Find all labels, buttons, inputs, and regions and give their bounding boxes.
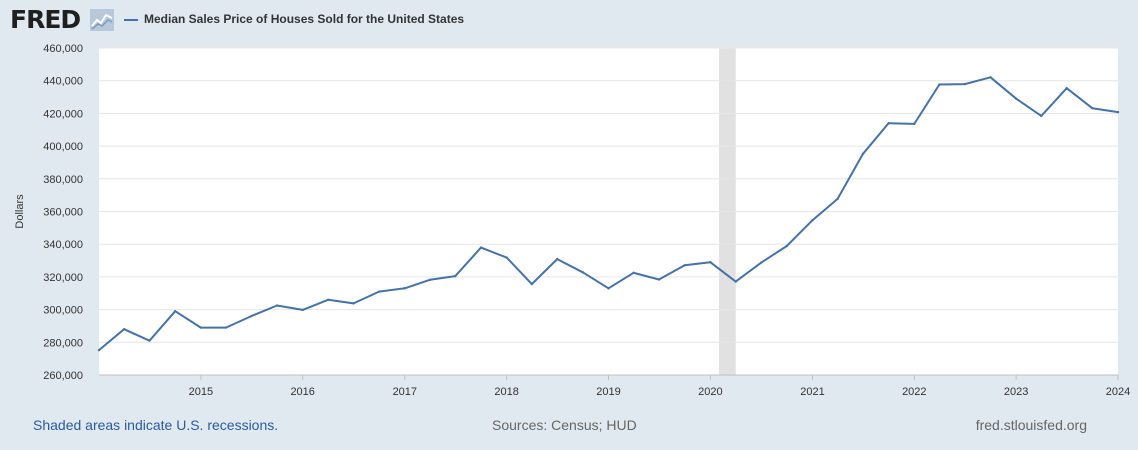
data-point	[250, 314, 253, 318]
data-point	[173, 310, 177, 313]
x-tick-label: 2020	[698, 386, 722, 398]
chart-header: FRED Median Sales Price of Houses Sold f…	[0, 0, 1138, 40]
data-point	[709, 260, 712, 264]
data-point	[963, 82, 967, 86]
y-axis-label: Dollars	[14, 194, 26, 229]
data-point	[581, 271, 585, 274]
data-point	[530, 282, 533, 286]
x-tick-label: 2019	[596, 386, 620, 398]
x-tick-label: 2023	[1004, 386, 1028, 398]
x-tick-label: 2017	[393, 386, 417, 398]
data-point	[657, 278, 661, 281]
data-point	[734, 280, 737, 283]
fred-graph-icon	[90, 9, 114, 31]
fred-logo[interactable]: FRED	[10, 5, 81, 34]
data-point	[989, 76, 992, 79]
x-tick-label: 2016	[290, 386, 314, 398]
data-point	[1116, 110, 1120, 114]
data-point	[1091, 106, 1094, 110]
y-tick-label: 260,000	[43, 370, 83, 382]
data-point	[301, 308, 304, 312]
x-tick-label: 2024	[1106, 386, 1130, 398]
data-point	[759, 261, 763, 264]
data-point	[275, 304, 279, 307]
x-tick-label: 2021	[800, 386, 824, 398]
data-point	[326, 298, 330, 301]
y-tick-label: 320,000	[43, 272, 83, 284]
data-point	[403, 287, 407, 290]
data-point	[1040, 114, 1043, 118]
x-tick-label: 2015	[189, 386, 213, 398]
y-tick-label: 460,000	[43, 43, 83, 55]
data-point	[913, 122, 916, 126]
y-tick-label: 440,000	[43, 76, 83, 88]
data-point	[352, 302, 355, 305]
data-point	[505, 256, 508, 259]
y-tick-label: 420,000	[43, 108, 83, 120]
data-point	[428, 278, 432, 282]
y-tick-label: 400,000	[43, 141, 83, 153]
y-tick-label: 360,000	[43, 207, 83, 219]
data-point	[607, 287, 610, 290]
recession-note: Shaded areas indicate U.S. recessions.	[33, 417, 279, 433]
data-point	[887, 122, 890, 125]
data-point	[861, 152, 865, 155]
data-point	[1065, 87, 1068, 90]
data-point	[97, 348, 101, 352]
data-point	[811, 218, 814, 222]
data-point	[632, 271, 635, 275]
series-points	[97, 76, 1120, 352]
data-point	[836, 197, 839, 201]
line-chart[interactable]: 260,000 280,000 300,000 320,000 340,000 360,0…	[0, 0, 1138, 410]
legend-label: Median Sales Price of Houses Sold for th…	[144, 12, 465, 26]
y-tick-label: 340,000	[43, 239, 83, 251]
y-tick-label: 380,000	[43, 174, 83, 186]
data-point	[479, 246, 483, 249]
data-point	[683, 264, 686, 267]
x-tick-label: 2022	[902, 386, 926, 398]
data-point	[555, 257, 559, 261]
y-tick-label: 280,000	[43, 337, 83, 349]
sources-text: Sources: Census; HUD	[492, 417, 637, 433]
data-point	[785, 244, 788, 248]
data-point	[454, 274, 457, 278]
data-point	[224, 326, 228, 329]
data-point	[1014, 97, 1018, 100]
data-point	[122, 328, 126, 331]
legend-swatch	[124, 19, 138, 21]
data-point	[199, 326, 203, 329]
data-point	[377, 290, 381, 293]
x-tick-label: 2018	[494, 386, 518, 398]
data-point	[148, 339, 151, 342]
data-point	[938, 83, 941, 86]
y-tick-label: 300,000	[43, 305, 83, 317]
fred-url-link[interactable]: fred.stlouisfed.org	[975, 417, 1087, 433]
